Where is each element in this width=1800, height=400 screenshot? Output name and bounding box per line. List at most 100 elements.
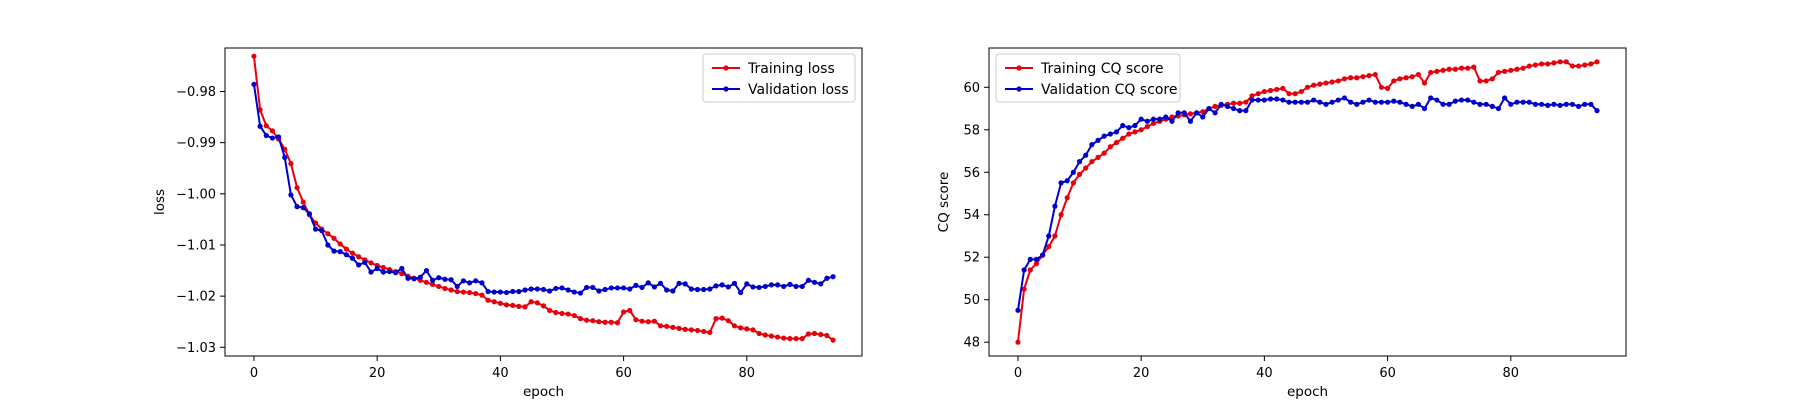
cq-series-0-point [1237, 100, 1243, 106]
loss-series-1-point [466, 280, 473, 286]
loss-series-1-point [263, 132, 269, 139]
cq-series-0-point [1440, 67, 1446, 73]
cq-series-1-point [1058, 180, 1064, 186]
loss-series-0-point [731, 323, 738, 329]
loss-series-0-point [510, 302, 516, 308]
loss-series-1-point [614, 285, 621, 291]
cq-series-1-point [1354, 101, 1360, 107]
cq-series-0-point [1397, 76, 1403, 82]
loss-series-1-point [294, 204, 300, 210]
cq-series-0-point [1255, 91, 1261, 97]
loss-series-1-point [608, 285, 614, 291]
loss-series-1-point [393, 270, 399, 276]
loss-series-1-point [547, 288, 553, 294]
cq-series-0-point [1341, 76, 1348, 82]
loss-series-0-point [325, 231, 331, 237]
cq-series-1-point [1206, 105, 1212, 112]
loss-series-1-point [454, 283, 460, 290]
cq-series-0-point [1495, 69, 1502, 76]
cq-series-1-point [1532, 101, 1539, 107]
loss-series-1-point [534, 286, 540, 292]
loss-series-0-point [442, 285, 448, 292]
loss-y-tick-label: −1.02 [176, 290, 216, 305]
cq-x-tick-label: 40 [1256, 366, 1273, 381]
cq-series-0-point [1384, 85, 1391, 91]
cq-series-0-point [1317, 81, 1323, 87]
loss-series-0-point [688, 327, 694, 333]
loss-series-0-point [768, 333, 775, 339]
cq-series-0-point [1113, 139, 1120, 146]
loss-series-1-point [540, 286, 547, 293]
cq-series-1-point [1046, 233, 1052, 239]
cq-series-0-point [1311, 82, 1317, 88]
cq-series-1-point [1113, 129, 1120, 135]
cq-series-0-point [1064, 195, 1070, 201]
cq-series-1-point [1514, 99, 1520, 105]
cq-series-0-point [1575, 63, 1582, 69]
loss-legend-marker [723, 86, 729, 92]
cq-series-1-point [1083, 152, 1089, 158]
loss-series-1-point [553, 285, 559, 292]
cq-series-1-point [1126, 125, 1132, 131]
cq-legend-marker [1016, 86, 1022, 92]
loss-series-1-point [639, 284, 645, 291]
loss-series-1-point [565, 287, 571, 293]
loss-series-0-point [787, 336, 793, 342]
loss-series-0-point [651, 318, 657, 324]
loss-legend-label: Validation loss [748, 82, 849, 98]
cq-series-0-point [1292, 91, 1298, 97]
cq-series-0-point [1323, 80, 1329, 86]
cq-series-0-point [1348, 75, 1354, 81]
loss-series-1-point [306, 211, 312, 217]
loss-y-tick-label: −1.00 [176, 187, 216, 202]
loss-series-1-point [257, 123, 263, 129]
loss-series-0-point [423, 279, 430, 285]
loss-series-0-point [775, 334, 781, 340]
loss-series-0-point [540, 303, 547, 309]
cq-series-1-point [1298, 99, 1304, 105]
loss-series-0-point [645, 319, 651, 325]
loss-series-0-point [694, 327, 701, 334]
cq-x-tick-label: 20 [1133, 366, 1150, 381]
cq-series-0-point [1095, 154, 1101, 160]
loss-series-1-point [633, 282, 639, 288]
loss-series-1-point [651, 284, 657, 290]
cq-series-1-point [1181, 110, 1187, 116]
cq-series-1-point [1033, 256, 1040, 262]
cq-series-1-point [1471, 99, 1477, 105]
cq-series-1-point [1040, 252, 1046, 258]
cq-series-1-point [1317, 99, 1323, 105]
cq-series-0-point [1421, 80, 1428, 86]
loss-series-0-point [553, 309, 559, 316]
loss-series-1-point [830, 274, 836, 280]
loss-series-0-point [627, 307, 633, 314]
loss-series-1-point [682, 281, 688, 287]
loss-series-1-point [436, 275, 442, 281]
loss-series-0-point [608, 319, 614, 325]
loss-series-0-point [454, 288, 460, 295]
cq-series-0-point [1138, 127, 1144, 133]
cq-series-1-point [1230, 105, 1237, 112]
cq-series-1-point [1545, 102, 1551, 108]
cq-series-0-point [1132, 129, 1138, 135]
cq-series-1-point [1052, 203, 1058, 209]
cq-series-0-point [1187, 111, 1194, 117]
cq-series-0-point [1144, 123, 1150, 130]
loss-y-tick-label: −1.03 [176, 341, 216, 356]
cq-series-1-point [1218, 101, 1224, 107]
loss-series-0-point [294, 185, 300, 191]
loss-y-tick-label: −1.01 [176, 238, 216, 253]
loss-series-0-point [682, 326, 688, 332]
cq-legend-box [995, 53, 1181, 103]
loss-series-0-point [263, 123, 269, 129]
loss-series-1-point [799, 283, 805, 290]
cq-series-1-point [1415, 101, 1421, 107]
cq-series-0-point [1483, 78, 1489, 84]
cq-series-0-point [1033, 261, 1040, 267]
cq-y-tick-label: 52 [963, 251, 980, 266]
loss-series-0-point [756, 330, 762, 337]
loss-series-1-point [362, 259, 368, 265]
loss-series-1-point [738, 289, 744, 296]
cq-series-1-point [1021, 267, 1027, 273]
